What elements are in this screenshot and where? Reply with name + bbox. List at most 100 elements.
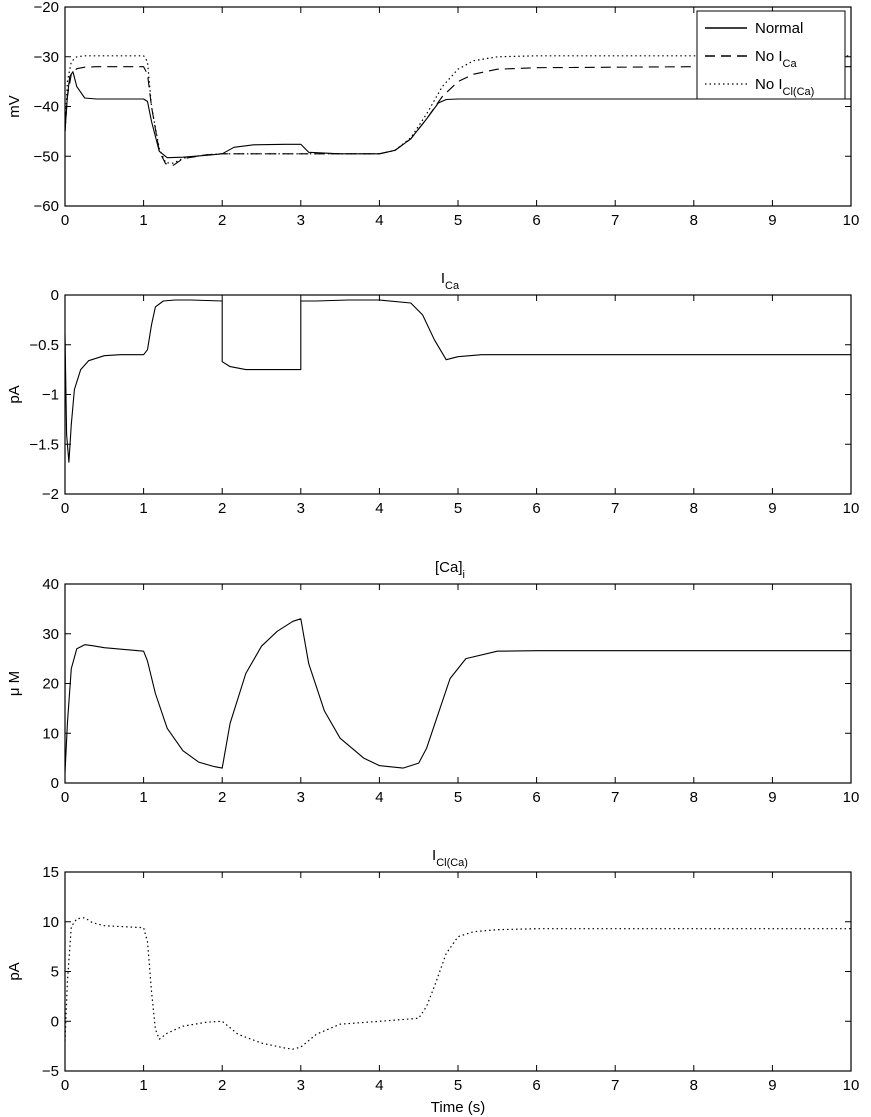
x-tick-label: 7 bbox=[611, 789, 619, 806]
plot-area bbox=[65, 55, 851, 166]
axes-frame bbox=[64, 294, 852, 495]
series-line-1 bbox=[65, 299, 851, 463]
text-main: [Ca] bbox=[435, 559, 463, 576]
y-tick-label: −0.5 bbox=[29, 337, 59, 354]
x-tick-label: 9 bbox=[768, 212, 776, 229]
axes-frame bbox=[64, 583, 852, 784]
text-subscript: Cl(Ca) bbox=[436, 857, 468, 869]
x-tick-label: 0 bbox=[61, 212, 69, 229]
x-tick-label: 5 bbox=[454, 1077, 462, 1094]
text-subscript: i bbox=[463, 569, 465, 581]
x-tick-label: 4 bbox=[375, 789, 383, 806]
text-subscript: Cl(Ca) bbox=[783, 86, 815, 98]
y-tick-label: 40 bbox=[42, 576, 59, 593]
x-tick-label: 6 bbox=[532, 500, 540, 517]
legend-entry-3: No ICl(Ca) bbox=[755, 76, 814, 98]
x-tick-label: 7 bbox=[611, 212, 619, 229]
y-tick-label: 30 bbox=[42, 626, 59, 643]
x-tick-label: 8 bbox=[690, 1077, 698, 1094]
x-tick-label: 4 bbox=[375, 500, 383, 517]
x-tick-label: 5 bbox=[454, 789, 462, 806]
x-tick-label: 1 bbox=[139, 212, 147, 229]
x-tick-label: 5 bbox=[454, 212, 462, 229]
text-main: I bbox=[441, 270, 445, 287]
y-tick-label: 10 bbox=[42, 725, 59, 742]
y-tick-label: −5 bbox=[42, 1063, 59, 1080]
x-tick-label: 3 bbox=[297, 212, 305, 229]
chart-title: ICl(Ca) bbox=[432, 847, 468, 869]
x-tick-label: 6 bbox=[532, 789, 540, 806]
x-tick-label: 8 bbox=[690, 500, 698, 517]
x-tick-label: 9 bbox=[768, 789, 776, 806]
x-tick-label: 10 bbox=[843, 500, 860, 517]
chart-panel-2: 0 1 2 3 4 5 6 7 8 9 10 −2 −1.5 −1 −0.5 0 pA ICa bbox=[6, 270, 859, 517]
y-tick-label: −20 bbox=[34, 0, 59, 16]
x-tick-label: 9 bbox=[768, 500, 776, 517]
plot-area bbox=[65, 917, 851, 1050]
x-tick-label: 8 bbox=[690, 789, 698, 806]
x-tick-label: 10 bbox=[843, 212, 860, 229]
y-tick-label: 0 bbox=[51, 775, 59, 792]
chart-title: ICa bbox=[441, 270, 460, 292]
x-tick-label: 3 bbox=[297, 789, 305, 806]
y-tick-label: 10 bbox=[42, 914, 59, 931]
chart-title: [Ca]i bbox=[435, 559, 465, 581]
x-tick-label: 6 bbox=[532, 1077, 540, 1094]
x-axis-label: Time (s) bbox=[431, 1099, 485, 1116]
text-main: No I bbox=[755, 76, 783, 93]
x-tick-label: 4 bbox=[375, 212, 383, 229]
axes-frame bbox=[64, 871, 852, 1072]
series-line-2 bbox=[65, 66, 851, 166]
x-tick-label: 3 bbox=[297, 1077, 305, 1094]
y-tick-label: −50 bbox=[34, 148, 59, 165]
series-line-1 bbox=[65, 71, 851, 159]
series-line-1 bbox=[65, 917, 851, 1050]
y-tick-label: 0 bbox=[51, 1013, 59, 1030]
text-main: I bbox=[432, 847, 436, 864]
x-tick-label: 2 bbox=[218, 789, 226, 806]
x-tick-label: 0 bbox=[61, 500, 69, 517]
y-tick-label: 15 bbox=[42, 864, 59, 881]
y-tick-label: −30 bbox=[34, 49, 59, 66]
y-tick-label: −60 bbox=[34, 198, 59, 215]
y-tick-label: −1.5 bbox=[29, 436, 59, 453]
y-axis-label: pA bbox=[6, 385, 23, 403]
x-tick-label: 7 bbox=[611, 500, 619, 517]
x-tick-label: 8 bbox=[690, 212, 698, 229]
y-axis-label: mV bbox=[6, 95, 23, 118]
x-tick-label: 2 bbox=[218, 212, 226, 229]
legend-entry-2: No ICa bbox=[755, 48, 797, 70]
x-tick-label: 5 bbox=[454, 500, 462, 517]
plot-area bbox=[65, 299, 851, 463]
series-line-3 bbox=[65, 55, 851, 164]
plot-area bbox=[65, 618, 851, 774]
legend-box bbox=[696, 10, 846, 100]
y-tick-label: 5 bbox=[51, 964, 59, 981]
x-tick-label: 0 bbox=[61, 789, 69, 806]
x-tick-label: 1 bbox=[139, 789, 147, 806]
x-tick-label: 1 bbox=[139, 1077, 147, 1094]
x-tick-label: 3 bbox=[297, 500, 305, 517]
x-tick-label: 2 bbox=[218, 1077, 226, 1094]
x-tick-label: 10 bbox=[843, 789, 860, 806]
text-main: No I bbox=[755, 48, 783, 65]
y-axis-label: μ M bbox=[6, 671, 23, 696]
text-main: Normal bbox=[755, 20, 803, 37]
y-tick-label: −40 bbox=[34, 99, 59, 116]
series-line-1 bbox=[65, 618, 851, 774]
y-tick-label: −2 bbox=[42, 486, 59, 503]
x-tick-label: 1 bbox=[139, 500, 147, 517]
x-tick-label: 9 bbox=[768, 1077, 776, 1094]
x-tick-label: 2 bbox=[218, 500, 226, 517]
x-tick-label: 4 bbox=[375, 1077, 383, 1094]
x-tick-label: 7 bbox=[611, 1077, 619, 1094]
y-tick-label: 20 bbox=[42, 676, 59, 693]
y-axis-label: pA bbox=[6, 962, 23, 980]
legend-entry-1: Normal bbox=[755, 20, 803, 37]
x-tick-label: 6 bbox=[532, 212, 540, 229]
x-tick-label: 10 bbox=[843, 1077, 860, 1094]
